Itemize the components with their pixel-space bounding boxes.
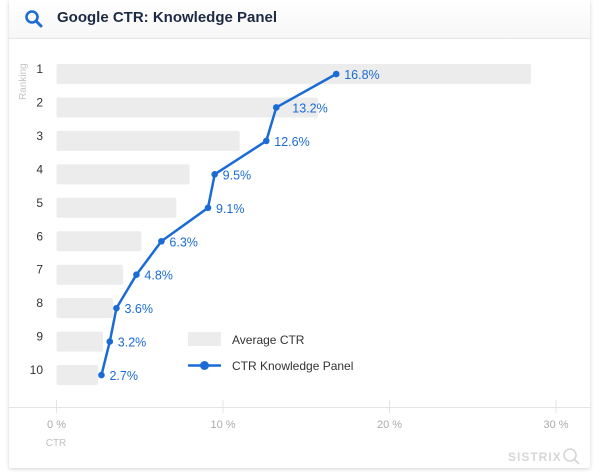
card-header	[9, 0, 590, 39]
average-ctr-bar	[56, 298, 114, 319]
average-ctr-bar	[56, 264, 124, 285]
data-label: 4.8%	[144, 269, 173, 283]
ctr-point	[113, 304, 120, 312]
ctr-point	[98, 371, 105, 379]
category-label: 2	[36, 95, 43, 109]
legend-swatch-point	[200, 361, 209, 370]
data-label: 13.2%	[292, 101, 327, 115]
category-label: 3	[36, 129, 43, 143]
ctr-point	[158, 237, 165, 245]
legend-label-knowledge-panel: CTR Knowledge Panel	[232, 359, 353, 373]
x-tick-label: 10 %	[210, 419, 235, 431]
average-ctr-bar	[56, 331, 104, 352]
ctr-point	[262, 137, 270, 145]
data-label: 2.7%	[109, 369, 138, 383]
y-axis-label: Ranking	[18, 63, 29, 100]
ctr-knowledge-panel-line	[100, 72, 337, 376]
data-label: 3.6%	[124, 302, 153, 316]
ctr-point	[211, 171, 218, 178]
category-label: 4	[36, 162, 43, 176]
data-label: 6.3%	[169, 235, 198, 249]
x-tick-label: 20 %	[377, 419, 402, 431]
data-label: 16.8%	[344, 68, 379, 82]
category-label: 5	[36, 196, 43, 210]
data-label: 9.5%	[223, 168, 252, 182]
category-label: 1	[36, 62, 43, 76]
legend-swatch-average-ctr	[188, 332, 221, 346]
average-ctr-bar	[56, 365, 99, 386]
ctr-point	[133, 271, 140, 279]
sistrix-logo: SISTRIX	[508, 447, 582, 465]
ctr-point	[272, 104, 280, 111]
x-tick-label: 0 %	[47, 419, 66, 431]
ctr-point	[204, 204, 212, 212]
ctr-point	[332, 70, 340, 78]
data-label: 9.1%	[216, 202, 245, 216]
search-icon	[25, 10, 43, 28]
category-label: 8	[36, 296, 43, 310]
average-ctr-bar	[56, 97, 318, 118]
legend-label-average-ctr: Average CTR	[232, 333, 305, 347]
average-ctr-bar	[56, 130, 240, 151]
ctr-point	[106, 338, 114, 345]
category-label: 10	[30, 363, 44, 377]
magnifier-icon	[562, 448, 580, 465]
x-tick-label: 30 %	[543, 419, 568, 431]
logo-text: SISTRIX	[508, 450, 562, 464]
data-label: 3.2%	[118, 336, 147, 350]
data-label: 12.6%	[274, 135, 309, 149]
category-label: 6	[36, 229, 43, 243]
chart-title: Google CTR: Knowledge Panel	[57, 9, 278, 26]
average-ctr-bar	[56, 164, 190, 185]
x-axis-label: CTR	[46, 438, 67, 449]
average-ctr-bar	[56, 231, 142, 252]
average-ctr-bar	[56, 197, 177, 218]
category-label: 7	[36, 263, 43, 277]
category-label: 9	[36, 330, 43, 344]
average-ctr-bar	[56, 64, 532, 84]
